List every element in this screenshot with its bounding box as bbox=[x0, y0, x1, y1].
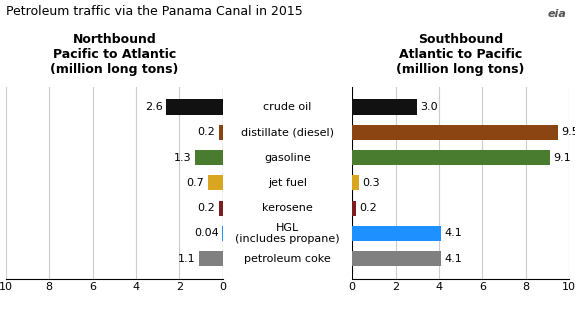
Bar bbox=[352, 125, 558, 140]
Text: HGL
(includes propane): HGL (includes propane) bbox=[235, 223, 340, 244]
Bar bbox=[352, 175, 359, 190]
Bar bbox=[352, 150, 550, 165]
Text: 0.04: 0.04 bbox=[194, 228, 218, 238]
Text: 0.3: 0.3 bbox=[362, 178, 380, 188]
Bar bbox=[352, 201, 356, 216]
Bar bbox=[218, 125, 223, 140]
Bar bbox=[166, 100, 223, 115]
Text: 9.5: 9.5 bbox=[562, 127, 575, 137]
Text: 9.1: 9.1 bbox=[553, 153, 571, 163]
Text: 0.2: 0.2 bbox=[198, 203, 215, 213]
Text: Northbound
Pacific to Atlantic
(million long tons): Northbound Pacific to Atlantic (million … bbox=[50, 33, 178, 76]
Bar bbox=[222, 226, 223, 241]
Text: 0.2: 0.2 bbox=[360, 203, 377, 213]
Text: jet fuel: jet fuel bbox=[268, 178, 307, 188]
Text: Petroleum traffic via the Panama Canal in 2015: Petroleum traffic via the Panama Canal i… bbox=[6, 5, 302, 18]
Text: 0.2: 0.2 bbox=[198, 127, 215, 137]
Bar bbox=[352, 251, 441, 266]
Text: 1.3: 1.3 bbox=[174, 153, 191, 163]
Text: 4.1: 4.1 bbox=[444, 254, 462, 264]
Bar bbox=[218, 201, 223, 216]
Text: Southbound
Atlantic to Pacific
(million long tons): Southbound Atlantic to Pacific (million … bbox=[397, 33, 525, 76]
Text: eia: eia bbox=[547, 9, 566, 19]
Bar bbox=[195, 150, 223, 165]
Text: gasoline: gasoline bbox=[264, 153, 311, 163]
Text: petroleum coke: petroleum coke bbox=[244, 254, 331, 264]
Bar bbox=[208, 175, 223, 190]
Text: 3.0: 3.0 bbox=[420, 102, 438, 112]
Text: crude oil: crude oil bbox=[263, 102, 312, 112]
Bar bbox=[352, 226, 441, 241]
Text: 2.6: 2.6 bbox=[145, 102, 163, 112]
Text: 1.1: 1.1 bbox=[178, 254, 196, 264]
Text: kerosene: kerosene bbox=[262, 203, 313, 213]
Bar bbox=[199, 251, 223, 266]
Text: 0.7: 0.7 bbox=[187, 178, 205, 188]
Text: 4.1: 4.1 bbox=[444, 228, 462, 238]
Bar bbox=[352, 100, 417, 115]
Text: distillate (diesel): distillate (diesel) bbox=[241, 127, 334, 137]
